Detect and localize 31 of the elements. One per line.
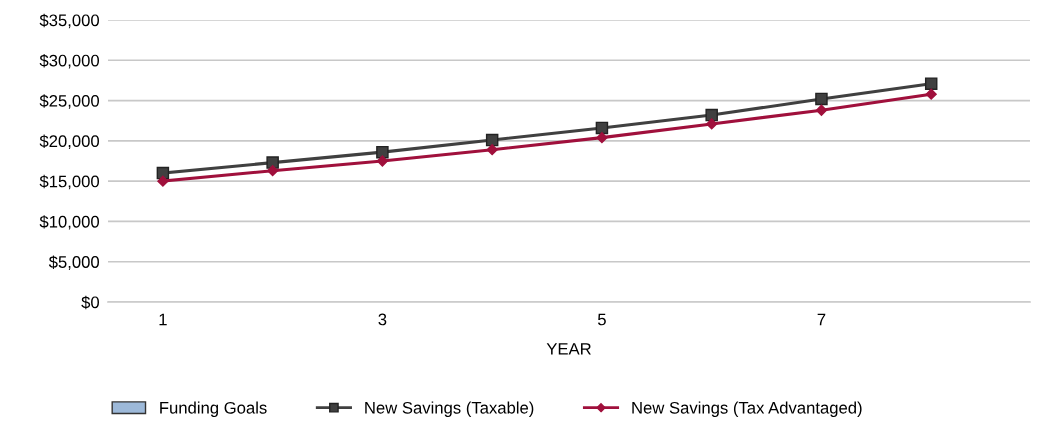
x-tick-label: 5 <box>597 313 606 326</box>
y-tick-label: $35,000 <box>39 13 100 29</box>
y-tick-label: $5,000 <box>48 255 100 270</box>
point <box>595 121 609 135</box>
y-tick-label: $10,000 <box>39 215 100 230</box>
legend-label: Funding Goals <box>160 401 267 417</box>
legend-label: New Savings (Tax Advantaged) <box>632 401 862 417</box>
point <box>485 133 499 147</box>
y-tick-label: $20,000 <box>39 134 100 150</box>
point <box>815 104 828 116</box>
point <box>706 118 718 130</box>
point <box>705 108 718 122</box>
point <box>157 175 169 187</box>
point <box>924 77 938 90</box>
point <box>815 92 828 106</box>
point <box>376 155 389 167</box>
point <box>266 156 279 169</box>
x-tick-label: 1 <box>159 313 167 326</box>
x-tick-label: 3 <box>378 313 387 326</box>
point <box>596 132 608 144</box>
y-tick-label: $15,000 <box>39 174 100 190</box>
y-tick-label: $30,000 <box>39 53 100 69</box>
point <box>925 88 937 100</box>
y-tick-label: $25,000 <box>39 94 100 109</box>
point <box>267 165 279 177</box>
point <box>376 145 389 159</box>
x-tick-label: 7 <box>817 313 826 326</box>
point <box>486 144 498 156</box>
y-tick-label: $0 <box>81 295 100 310</box>
x-axis-title: YEAR <box>546 343 591 355</box>
legend-label: New Savings (Taxable) <box>365 401 534 417</box>
